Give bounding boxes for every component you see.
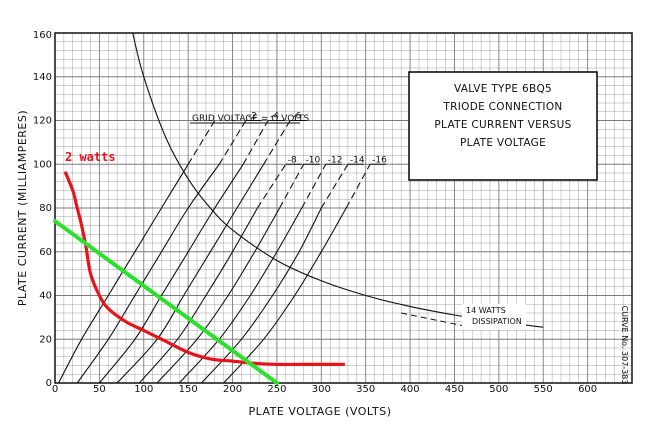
grid-curve (223, 207, 347, 384)
grid-curve-extension (320, 164, 349, 209)
title-line-1: VALVE TYPE 6BQ5 (454, 83, 552, 95)
grid-curve (156, 207, 281, 384)
x-tick-labels: 0 50 100 150 200 250 300 350 400 450 500 550 600 (52, 384, 597, 395)
x-tick-label: 550 (534, 384, 553, 395)
curve-labels: GRID VOLTAGE = O VOLTS-2 -4 -6 -8 -10 -12 -14-… (190, 112, 387, 165)
x-axis-title: PLATE VOLTAGE (VOLTS) (248, 405, 391, 418)
grid-curve-label: -10 (306, 155, 321, 165)
grid-curve-label: -6 (292, 112, 301, 122)
two-watt-label: 2 watts (65, 150, 116, 164)
dissipation-label-line1: 14 WATTS (466, 306, 506, 315)
dissipation-leader (401, 312, 466, 327)
grid-curve-extension (256, 163, 287, 209)
x-tick-label: 200 (223, 384, 242, 395)
title-box (408, 71, 598, 181)
grid-curve-extension (187, 120, 216, 165)
dissipation-curve (132, 32, 544, 328)
x-tick-label: 350 (356, 384, 375, 395)
grid-curve-label: -4 (270, 112, 279, 122)
grid-curve (138, 207, 258, 384)
dissipation-label-box (462, 304, 526, 330)
grid-curve (98, 163, 244, 384)
grid-curve-label: GRID VOLTAGE = O VOLTS (192, 114, 310, 124)
grid-curve-label: -2 (248, 112, 257, 122)
y-tick-label: 100 (33, 159, 52, 170)
dissipation-label-line2: DISSIPATION (472, 317, 522, 326)
grid-curve (58, 164, 189, 384)
grid-curve-label: -8 (288, 155, 297, 165)
y-tick-label: 120 (33, 116, 52, 127)
title-line-3: PLATE CURRENT VERSUS (434, 119, 571, 131)
x-tick-label: 400 (401, 384, 420, 395)
grid-curve-extension (301, 164, 327, 209)
y-tick-label: 80 (39, 203, 52, 214)
x-tick-label: 300 (312, 384, 331, 395)
grid-curve-label: -14 (350, 155, 365, 165)
x-tick-label: 50 (93, 384, 106, 395)
x-tick-label: 250 (267, 384, 286, 395)
grid-curve-extension (279, 164, 305, 209)
y-axis-title: PLATE CURRENT (MILLIAMPERES) (16, 110, 29, 306)
x-tick-label: 0 (52, 384, 58, 395)
grid-voltage-curves (58, 120, 371, 384)
grid-curve (116, 164, 265, 384)
y-tick-label: 0 (46, 378, 52, 389)
y-tick-label: 20 (39, 334, 52, 345)
grid-curve (76, 163, 220, 384)
grid-curve-extension (242, 120, 269, 165)
curve-number: CURVE No. 307-383 (620, 306, 629, 385)
grid-curve-label: -16 (372, 155, 387, 165)
title-line-2: TRIODE CONNECTION (442, 101, 562, 113)
grid-curve (178, 207, 303, 384)
y-tick-label: 140 (33, 72, 52, 83)
y-tick-labels: 0 20 40 60 80 100 120 140 160 (33, 30, 52, 389)
x-tick-label: 600 (578, 384, 597, 395)
x-tick-label: 100 (134, 384, 153, 395)
plot-frame (54, 32, 633, 384)
x-tick-label: 450 (445, 384, 464, 395)
two-watt-curve (64, 171, 346, 367)
grid-curve-label: -12 (328, 155, 343, 165)
y-tick-label: 60 (39, 247, 52, 258)
load-line (53, 219, 279, 385)
title-line-4: PLATE VOLTAGE (460, 137, 546, 149)
grid-curve-extension (345, 164, 371, 209)
y-tick-label: 160 (33, 30, 52, 41)
y-tick-label: 40 (39, 291, 52, 302)
x-tick-label: 500 (489, 384, 508, 395)
x-tick-label: 150 (179, 384, 198, 395)
grid-curve (201, 207, 322, 384)
